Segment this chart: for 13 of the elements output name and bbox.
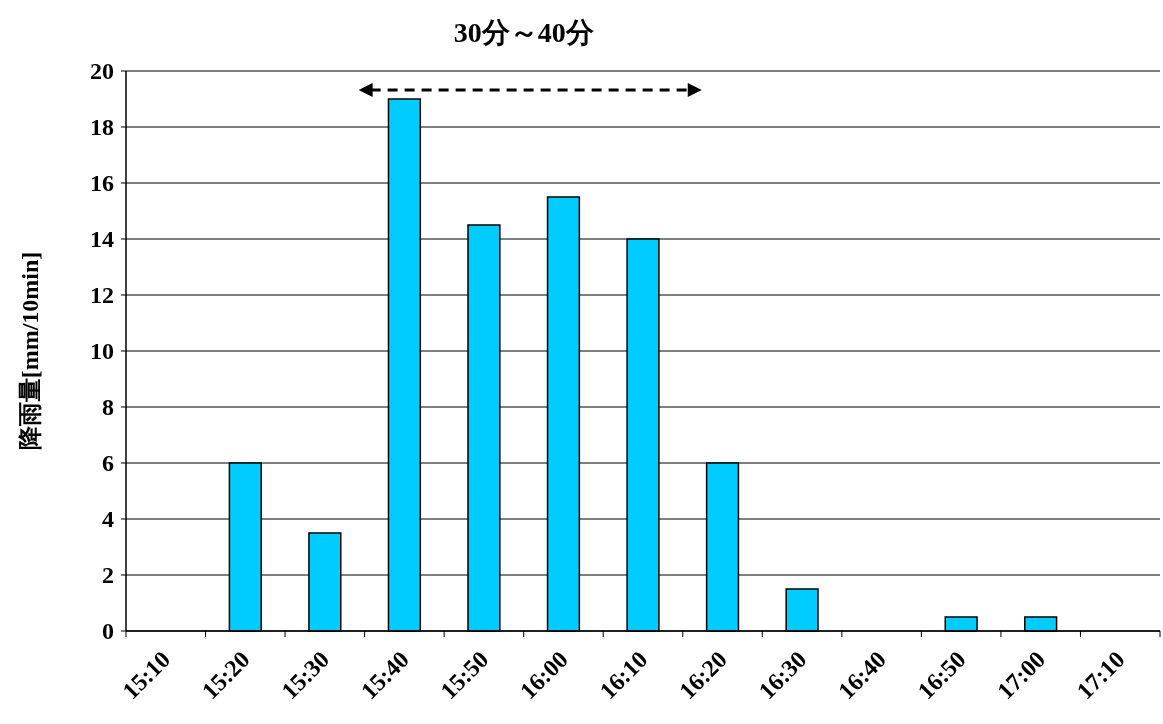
- y-tick-label: 14: [90, 226, 114, 252]
- chart-title: 30分～40分: [453, 17, 595, 48]
- y-tick-label: 2: [102, 562, 114, 588]
- y-tick-label: 4: [102, 506, 114, 532]
- y-tick-label: 16: [90, 170, 114, 196]
- y-tick-label: 20: [90, 58, 114, 84]
- y-tick-label: 6: [102, 450, 114, 476]
- y-tick-label: 12: [90, 282, 114, 308]
- y-tick-label: 10: [90, 338, 114, 364]
- y-tick-label: 8: [102, 394, 114, 420]
- y-axis-title: 降雨量[mm/10min]: [17, 251, 43, 451]
- y-tick-label: 18: [90, 114, 114, 140]
- y-tick-label: 0: [102, 618, 114, 644]
